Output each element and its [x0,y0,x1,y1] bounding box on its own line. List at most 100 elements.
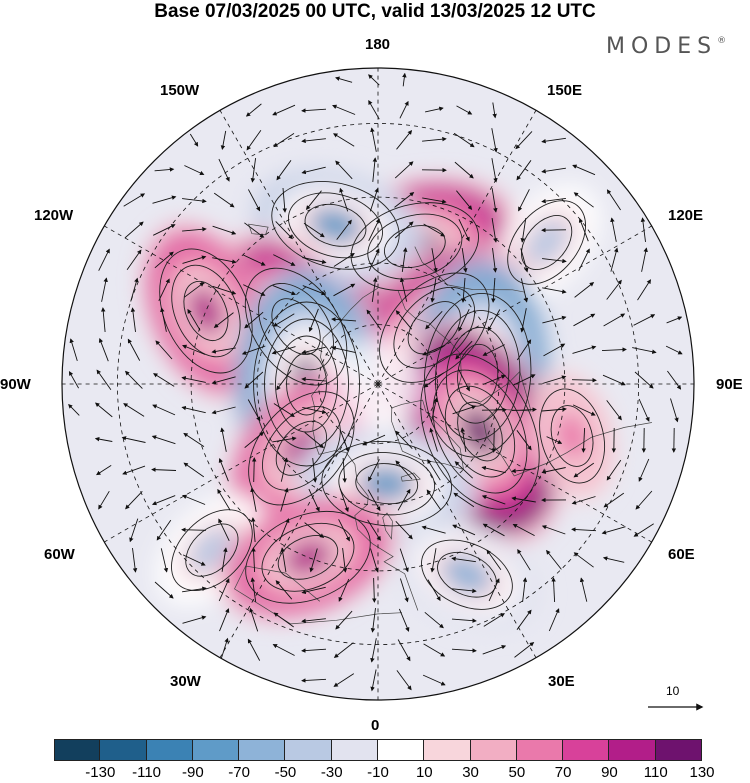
wind-arrow [218,457,229,482]
wind-arrow [276,370,292,391]
wind-arrow [332,104,356,115]
wind-arrow [220,130,227,150]
wind-arrow [98,337,109,362]
colorbar-cell [54,739,101,761]
wind-arrow [482,523,505,537]
wind-arrow [541,525,566,535]
wind-arrow [125,490,143,510]
wind-arrow [154,167,175,172]
wind-arrow [606,279,622,300]
wind-arrow [212,225,237,235]
contour-set [271,180,400,270]
lon-label-30w: 30W [170,673,201,690]
wind-arrow [339,428,350,453]
wind-arrow [272,285,297,296]
wind-vectors [68,72,683,692]
wind-arrow [368,459,380,482]
colorbar-cell [239,739,286,761]
wind-arrow [182,255,207,264]
wind-arrow [272,436,297,443]
wind-arrow [187,308,201,331]
wind-arrow [395,310,413,330]
wind-arrow [395,520,413,540]
wind-arrow [342,548,348,573]
wind-arrow [430,548,437,573]
colorbar [54,739,702,761]
colorbar-cell [609,739,656,761]
wind-arrow [456,190,473,210]
coastline [234,565,403,625]
wind-arrow [573,462,595,478]
wind-arrow [130,307,136,332]
wind-arrow [272,644,295,656]
wind-arrow [304,432,324,449]
wind-arrow [455,340,473,360]
wind-arrow [156,519,172,541]
wind-arrow [573,313,596,327]
wind-arrow [424,611,444,629]
wind-arrow [244,371,264,389]
wind-arrow [430,278,437,303]
wind-arrow [132,548,138,573]
wind-arrow [333,673,355,687]
wind-arrow [641,247,648,272]
colorbar-tick-label: -110 [132,764,162,781]
wind-arrow [395,430,413,450]
wind-arrow [211,347,236,354]
wind-arrow [573,192,594,208]
wind-arrow [312,458,318,483]
wind-arrow [520,248,529,273]
wind-arrow [395,460,413,480]
wind-arrow [154,581,174,599]
wind-arrow [513,374,536,386]
wind-arrow [154,251,174,269]
lon-label-30e: 30E [548,673,575,690]
wind-arrow [371,277,378,302]
colorbar-cell [377,739,425,761]
wind-arrow [250,517,256,543]
wind-arrow [572,164,596,176]
wind-arrow [571,496,596,505]
contour-set [507,200,586,285]
wind-arrow [370,548,379,573]
wind-arrow [394,221,414,239]
wind-arrow [96,369,112,391]
wind-arrow [635,490,653,510]
wind-arrow [601,347,627,352]
wind-arrow [218,518,230,541]
wind-arrow [481,495,506,505]
wind-arrow [275,580,293,600]
wind-arrow [123,193,146,207]
wind-arrow [399,548,409,573]
colorbar-cell [516,739,564,761]
wind-arrow [301,346,326,355]
wind-arrow [451,556,476,563]
wind-arrow [454,161,474,179]
colorbar-cell [655,739,702,761]
wind-arrow [370,638,377,663]
wind-arrow [273,612,294,628]
wind-arrow [517,549,531,571]
lon-label-180: 180 [365,36,391,53]
wind-arrow [542,258,567,264]
contour-set [539,388,605,484]
wind-arrow [276,160,292,181]
contour-set [245,510,371,604]
wind-arrow [333,642,354,658]
wind-arrow [399,100,409,119]
lon-label-60e: 60E [668,546,695,563]
map-border [61,67,695,701]
wind-arrow [342,457,347,483]
map-title: Base 07/03/2025 00 UTC, valid 13/03/2025… [154,1,596,22]
wind-arrow [335,610,353,630]
wind-arrow [250,577,257,602]
wind-arrow [429,427,438,452]
wind-arrow [217,488,231,511]
wind-arrow [302,406,327,415]
wind-arrow [603,313,626,327]
wind-arrow [602,556,625,563]
wind-arrow [244,222,265,238]
wind-arrow [248,189,261,212]
wind-arrow [515,131,533,150]
wind-arrow [100,307,106,333]
